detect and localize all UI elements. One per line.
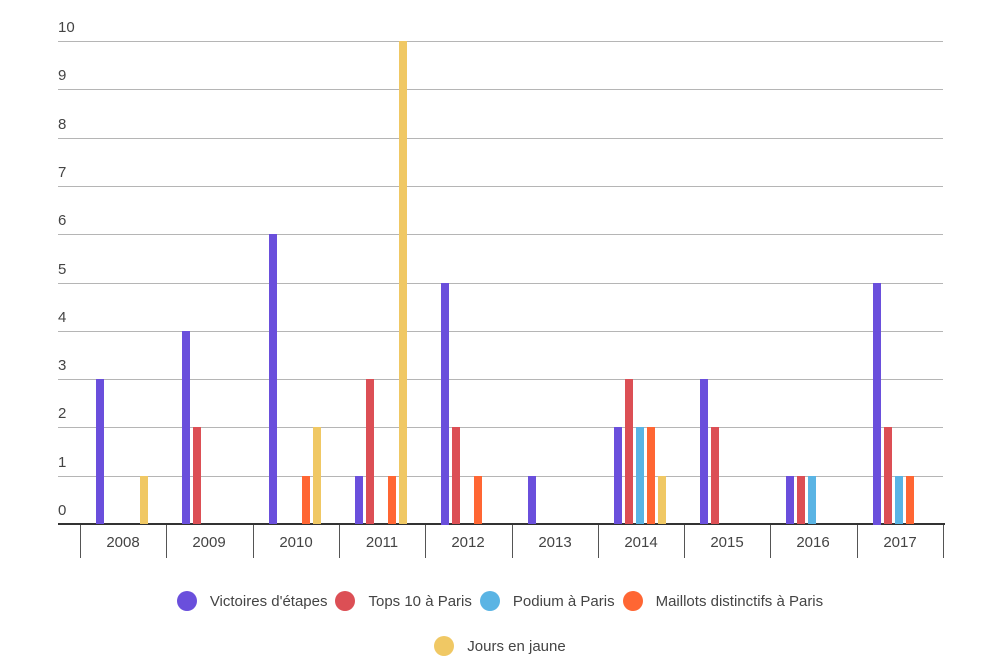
bar — [614, 427, 622, 524]
gridline — [58, 283, 943, 284]
bar — [873, 283, 881, 525]
gridline — [58, 89, 943, 90]
x-axis-tick — [770, 525, 771, 558]
bar — [786, 476, 794, 524]
bar — [808, 476, 816, 524]
bar — [366, 379, 374, 524]
bar — [193, 427, 201, 524]
bar — [797, 476, 805, 524]
bar — [700, 379, 708, 524]
bar — [636, 427, 644, 524]
bar — [452, 427, 460, 524]
x-axis-tick — [253, 525, 254, 558]
legend-label: Podium à Paris — [512, 592, 615, 610]
legend-item[interactable]: Podium à Paris — [479, 591, 615, 611]
gridline — [58, 331, 943, 332]
legend-swatch-icon — [335, 591, 356, 611]
x-tick-label: 2009 — [192, 534, 226, 551]
bar — [647, 427, 655, 524]
legend-label: Victoires d'étapes — [209, 592, 328, 610]
legend-item[interactable]: Jours en jaune — [434, 636, 566, 656]
gridline — [58, 41, 943, 42]
x-axis-tick — [943, 525, 944, 558]
y-tick-label: 10 — [58, 19, 75, 36]
x-tick-label: 2010 — [279, 534, 313, 551]
y-tick-label: 9 — [58, 67, 67, 84]
x-axis-tick — [166, 525, 167, 558]
y-tick-label: 0 — [58, 502, 67, 519]
gridline — [58, 234, 943, 235]
y-tick-label: 4 — [58, 309, 67, 326]
x-axis-tick — [857, 525, 858, 558]
bar — [906, 476, 914, 524]
y-tick-label: 7 — [58, 164, 67, 181]
bar — [895, 476, 903, 524]
x-axis-tick — [339, 525, 340, 558]
bar — [140, 476, 148, 524]
bar — [528, 476, 536, 524]
bar — [711, 427, 719, 524]
bar — [302, 476, 310, 524]
y-tick-label: 5 — [58, 261, 67, 278]
x-tick-label: 2015 — [710, 534, 744, 551]
x-tick-label: 2014 — [624, 534, 658, 551]
legend-row-2: Jours en jaune — [0, 636, 1000, 660]
gridline — [58, 138, 943, 139]
legend-row-1: Victoires d'étapes Tops 10 à Paris Podium … — [0, 591, 1000, 615]
x-tick-label: 2013 — [538, 534, 572, 551]
bar — [441, 283, 449, 525]
x-tick-label: 2012 — [451, 534, 485, 551]
legend-label: Tops 10 à Paris — [368, 592, 472, 610]
x-axis-tick — [598, 525, 599, 558]
legend-swatch-icon — [434, 636, 455, 656]
bar — [182, 331, 190, 524]
bar — [399, 41, 407, 524]
bar — [658, 476, 666, 524]
gridline — [58, 379, 943, 380]
y-tick-label: 2 — [58, 405, 67, 422]
bar — [388, 476, 396, 524]
bar — [313, 427, 321, 524]
legend-item[interactable]: Tops 10 à Paris — [335, 591, 472, 611]
bar — [884, 427, 892, 524]
x-axis-tick — [684, 525, 685, 558]
bar — [474, 476, 482, 524]
x-tick-label: 2011 — [365, 534, 399, 551]
legend-item[interactable]: Maillots distinctifs à Paris — [622, 591, 824, 611]
legend-swatch-icon — [176, 591, 197, 611]
gridline — [58, 476, 943, 477]
bar — [269, 234, 277, 524]
x-axis-line — [58, 523, 945, 525]
y-tick-label: 6 — [58, 212, 67, 229]
bar — [355, 476, 363, 524]
bar — [96, 379, 104, 524]
legend-label: Jours en jaune — [467, 637, 566, 655]
legend-swatch-icon — [479, 591, 500, 611]
y-tick-label: 8 — [58, 116, 67, 133]
legend-item[interactable]: Victoires d'étapes — [176, 591, 328, 611]
y-tick-label: 1 — [58, 454, 67, 471]
x-axis-tick — [425, 525, 426, 558]
gridline — [58, 186, 943, 187]
x-tick-label: 2008 — [106, 534, 140, 551]
x-tick-label: 2017 — [883, 534, 917, 551]
legend-swatch-icon — [622, 591, 643, 611]
y-tick-label: 3 — [58, 357, 67, 374]
x-axis-tick — [80, 525, 81, 558]
x-tick-label: 2016 — [796, 534, 830, 551]
gridline — [58, 427, 943, 428]
legend-label: Maillots distinctifs à Paris — [655, 592, 824, 610]
x-axis-tick — [512, 525, 513, 558]
bar — [625, 379, 633, 524]
